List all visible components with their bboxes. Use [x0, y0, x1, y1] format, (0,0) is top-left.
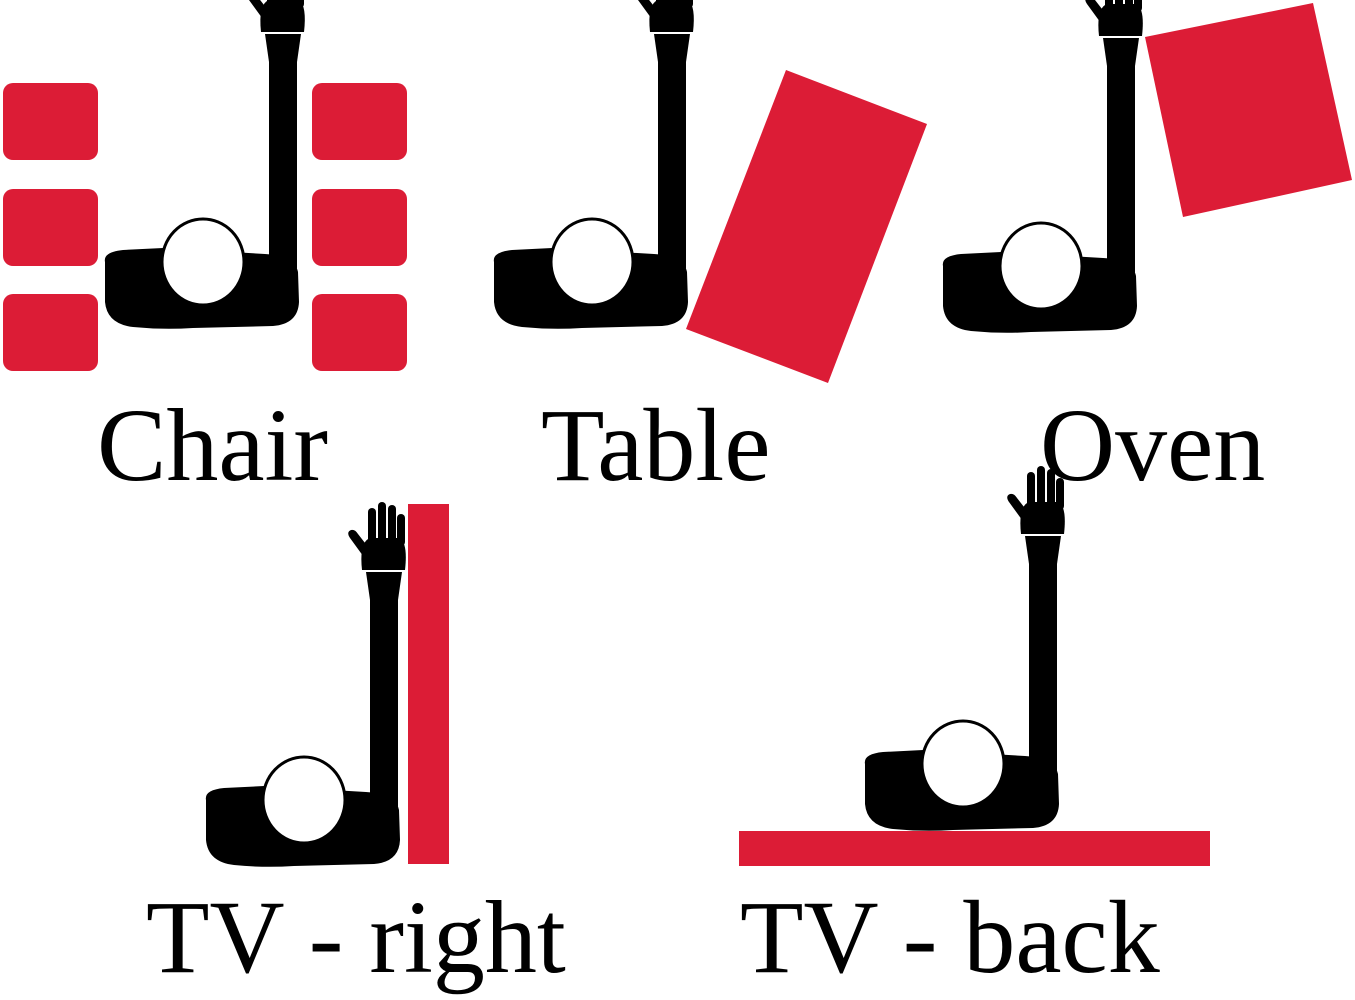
panel-tv-right: [204, 500, 449, 869]
panel-chair: [3, 0, 407, 371]
tv-right-object: [408, 504, 449, 864]
panel-tv-back: [739, 464, 1210, 866]
chair-seat-blocks: [3, 83, 407, 371]
oven-object: [1145, 3, 1352, 217]
person-raised-arm-icon: [941, 0, 1145, 335]
label-oven: Oven: [1040, 388, 1266, 503]
label-chair: Chair: [97, 388, 329, 503]
panel-oven: [941, 0, 1352, 335]
label-tv-back: TV - back: [740, 880, 1160, 995]
table-object: [686, 70, 927, 383]
panel-table: [492, 0, 927, 383]
person-raised-arm-icon: [863, 464, 1067, 833]
person-raised-arm-icon: [492, 0, 696, 331]
label-tv-right: TV - right: [146, 880, 566, 995]
person-raised-arm-icon: [103, 0, 307, 331]
label-table: Table: [541, 388, 771, 503]
person-raised-arm-icon: [204, 500, 408, 869]
tv-back-object: [739, 831, 1210, 866]
